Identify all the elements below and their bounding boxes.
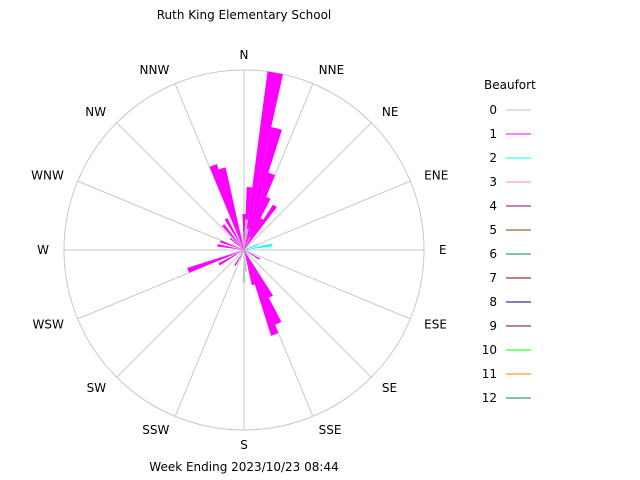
wedge-beaufort-1-dir-310	[229, 237, 244, 250]
legend-label-0: 0	[489, 103, 497, 117]
data-wedges	[187, 71, 283, 336]
wedge-beaufort-1-dir-345	[218, 167, 244, 250]
wedge-beaufort-1-dir-30	[244, 218, 264, 250]
wedge-beaufort-2-dir-70	[244, 244, 258, 250]
wedge-beaufort-0-dir-350	[240, 232, 244, 250]
direction-label-ese: ESE	[424, 318, 447, 332]
spoke-nw	[116, 122, 245, 251]
direction-label-nw: NW	[85, 105, 106, 119]
wedge-beaufort-1-dir-10	[244, 71, 283, 251]
wedge-beaufort-1-dir-150	[244, 250, 274, 298]
wedge-beaufort-0-dir-180	[242, 250, 246, 283]
legend-label-9: 9	[489, 319, 497, 333]
wedge-beaufort-1-dir-155	[244, 250, 282, 325]
direction-label-wsw: WSW	[32, 318, 63, 332]
legend-label-5: 5	[489, 223, 497, 237]
wedge-beaufort-0-dir-200	[239, 250, 244, 261]
legend-label-11: 11	[482, 367, 497, 381]
wedge-beaufort-1-dir-250	[187, 250, 244, 273]
wedge-beaufort-1-dir-35	[244, 204, 277, 250]
wedge-beaufort-1-dir-290	[219, 240, 244, 250]
wedge-beaufort-0-dir-5	[244, 219, 248, 250]
direction-labels: N NNE NE ENE E ESE SE SSE S SSW SW WSW W WNW NW NNW	[31, 48, 448, 452]
direction-label-sw: SW	[87, 381, 107, 395]
legend-title: Beaufort	[484, 78, 536, 92]
chart-title: Ruth King Elementary School	[157, 8, 332, 22]
direction-label-n: N	[240, 48, 249, 62]
direction-label-w: W	[37, 243, 49, 257]
legend-label-2: 2	[489, 151, 497, 165]
legend-label-6: 6	[489, 247, 497, 261]
wedge-beaufort-1-dir-165	[244, 250, 255, 286]
wedge-beaufort-1-dir-320	[222, 224, 244, 250]
wedge-beaufort-1-dir-160	[244, 250, 279, 336]
spoke-nne	[243, 83, 314, 251]
wedge-beaufort-1-dir-25	[244, 196, 271, 250]
legend-label-4: 4	[489, 199, 497, 213]
direction-label-nnw: NNW	[140, 63, 170, 77]
legend-label-12: 12	[482, 391, 497, 405]
spoke-ne	[243, 122, 372, 251]
wedge-beaufort-1-dir-340	[209, 164, 244, 250]
direction-label-ene: ENE	[424, 168, 448, 182]
wedge-beaufort-1-dir-210	[234, 250, 244, 266]
spoke-wsw	[77, 249, 245, 320]
spoke-ese	[243, 249, 411, 320]
legend-label-1: 1	[489, 127, 497, 141]
direction-label-se: SE	[382, 381, 397, 395]
spoke-wnw	[77, 180, 245, 251]
spoke-sw	[116, 249, 245, 378]
wedge-beaufort-0-dir-175	[244, 250, 247, 272]
wedge-beaufort-0-dir-10	[244, 228, 249, 250]
wedge-beaufort-0-dir-240	[236, 250, 244, 255]
direction-label-ne: NE	[382, 105, 399, 119]
wedge-beaufort-1-dir-330	[224, 218, 244, 250]
direction-label-s: S	[240, 438, 248, 452]
legend-label-7: 7	[489, 271, 497, 285]
direction-label-wnw: WNW	[31, 168, 64, 182]
wedge-beaufort-2-dir-80	[244, 243, 273, 250]
spoke-se	[243, 249, 372, 378]
spoke-ssw	[174, 249, 245, 417]
wedge-beaufort-1-dir-120	[244, 250, 260, 260]
wedge-beaufort-1-dir-15	[244, 126, 282, 250]
direction-label-nne: NNE	[319, 63, 345, 77]
spoke-ene	[243, 180, 411, 251]
wedge-beaufort-1-dir-280	[217, 244, 244, 250]
direction-label-sse: SSE	[319, 423, 342, 437]
legend-label-10: 10	[482, 343, 497, 357]
legend-label-8: 8	[489, 295, 497, 309]
wedge-beaufort-1-dir-0	[242, 214, 246, 250]
legend-label-3: 3	[489, 175, 497, 189]
wedge-beaufort-0-dir-25	[244, 236, 251, 250]
wedge-beaufort-1-dir-20	[244, 172, 275, 250]
direction-label-e: E	[439, 243, 447, 257]
direction-label-ssw: SSW	[142, 423, 169, 437]
chart-footer: Week Ending 2023/10/23 08:44	[149, 460, 338, 474]
